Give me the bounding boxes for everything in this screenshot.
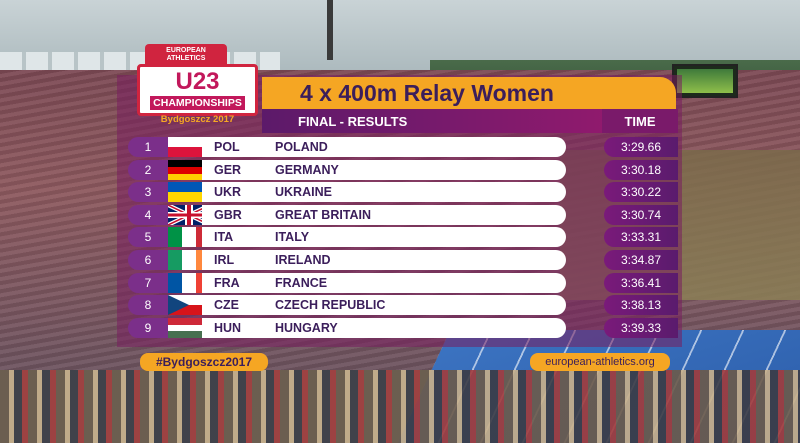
result-row: 9 HUN HUNGARY 3:39.33 — [128, 317, 680, 338]
country-name: GREAT BRITAIN — [263, 204, 566, 225]
result-row: 4 GBR GREAT BRITAIN 3:30.74 — [128, 204, 680, 225]
logo-line2: ATHLETICS — [166, 55, 206, 62]
country-name: FRANCE — [263, 272, 566, 293]
country-name: UKRAINE — [263, 182, 566, 203]
country-name: GERMANY — [263, 159, 566, 180]
rank-number: 8 — [128, 295, 168, 316]
website-badge: european-athletics.org — [530, 353, 670, 371]
result-time: 3:33.31 — [604, 227, 678, 248]
logo-u23: U23 — [175, 68, 220, 95]
rank-number: 4 — [128, 204, 168, 225]
country-name: ITALY — [263, 227, 566, 248]
rank-number: 2 — [128, 159, 168, 180]
result-row: 8 CZE CZECH REPUBLIC 3:38.13 — [128, 295, 680, 316]
event-title: 4 x 400m Relay Women — [300, 79, 554, 106]
rank-number: 1 — [128, 137, 168, 157]
rank-number: 7 — [128, 272, 168, 293]
event-title-bar: 4 x 400m Relay Women — [262, 77, 676, 109]
result-time: 3:30.22 — [604, 182, 678, 203]
logo-header: EUROPEAN ATHLETICS — [145, 44, 227, 66]
logo-line1: EUROPEAN — [166, 47, 206, 54]
result-time: 3:39.33 — [604, 317, 678, 338]
crowd — [0, 370, 800, 443]
stadium-screen — [672, 64, 738, 98]
logo-championships: CHAMPIONSHIPS — [150, 96, 245, 110]
fra-flag-icon — [168, 272, 210, 293]
result-row: 2 GER GERMANY 3:30.18 — [128, 159, 680, 180]
result-row: 6 IRL IRELAND 3:34.87 — [128, 250, 680, 270]
hashtag-badge: #Bydgoszcz2017 — [140, 353, 268, 371]
country-name: POLAND — [263, 137, 566, 157]
result-row: 7 FRA FRANCE 3:36.41 — [128, 272, 680, 293]
rank-number: 9 — [128, 317, 168, 338]
country-name: CZECH REPUBLIC — [263, 295, 566, 316]
ukr-flag-icon — [168, 182, 210, 203]
rank-number: 5 — [128, 227, 168, 248]
result-row: 3 UKR UKRAINE 3:30.22 — [128, 182, 680, 203]
country-name: HUNGARY — [263, 317, 566, 338]
rank-number: 3 — [128, 182, 168, 203]
championship-logo: EUROPEAN ATHLETICS U23 CHAMPIONSHIPS Byd… — [137, 44, 258, 130]
result-time: 3:30.74 — [604, 204, 678, 225]
rank-number: 6 — [128, 250, 168, 270]
time-column-header: TIME — [602, 109, 678, 133]
result-time: 3:34.87 — [604, 250, 678, 270]
result-row: 1 POL POLAND 3:29.66 — [128, 137, 680, 157]
country-name: IRELAND — [263, 250, 566, 270]
result-time: 3:30.18 — [604, 159, 678, 180]
result-time: 3:29.66 — [604, 137, 678, 157]
event-subtitle: FINAL - RESULTS — [298, 113, 408, 129]
pol-flag-icon — [168, 137, 210, 157]
result-row: 5 ITA ITALY 3:33.31 — [128, 227, 680, 248]
floodlight-pole — [327, 0, 333, 60]
result-time: 3:38.13 — [604, 295, 678, 316]
hun-flag-icon — [168, 317, 210, 338]
logo-city: Bydgoszcz 2017 — [160, 114, 235, 125]
country-code-box: ITA — [164, 227, 374, 248]
cze-flag-icon — [168, 295, 210, 316]
result-time: 3:36.41 — [604, 272, 678, 293]
logo-body: U23 CHAMPIONSHIPS — [137, 64, 258, 116]
ger-flag-icon — [168, 159, 210, 180]
